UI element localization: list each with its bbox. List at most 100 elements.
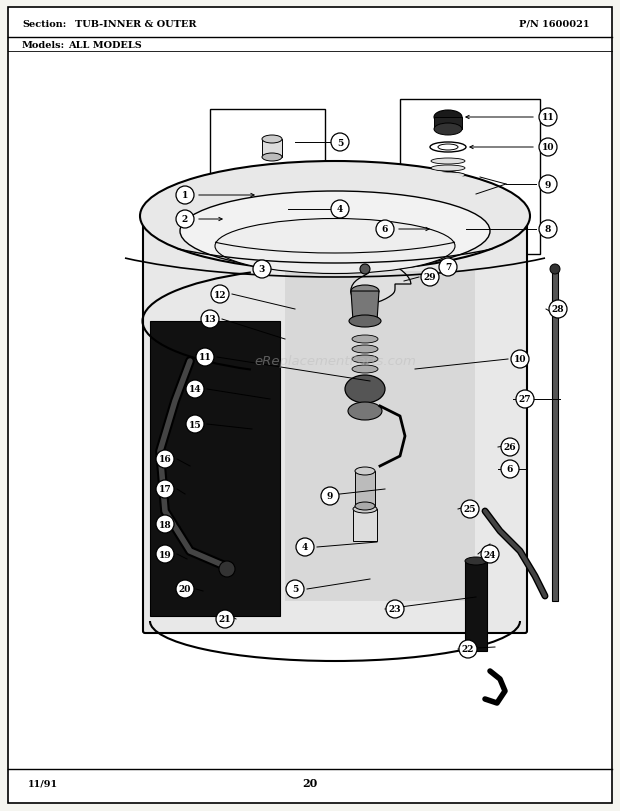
Ellipse shape xyxy=(355,502,375,510)
Text: 1: 1 xyxy=(182,191,188,200)
Bar xyxy=(552,272,558,601)
Circle shape xyxy=(539,221,557,238)
Ellipse shape xyxy=(352,336,378,344)
Ellipse shape xyxy=(431,165,465,172)
Text: 11: 11 xyxy=(198,353,211,362)
Bar xyxy=(434,225,462,234)
Text: 20: 20 xyxy=(179,585,191,594)
Circle shape xyxy=(549,301,567,319)
Text: 21: 21 xyxy=(219,615,231,624)
Circle shape xyxy=(386,600,404,618)
Circle shape xyxy=(550,264,560,275)
Text: 15: 15 xyxy=(188,420,202,429)
Text: 18: 18 xyxy=(159,520,171,529)
Ellipse shape xyxy=(348,402,382,420)
Circle shape xyxy=(156,480,174,499)
Bar xyxy=(434,191,462,208)
Text: 28: 28 xyxy=(552,305,564,314)
Circle shape xyxy=(376,221,394,238)
Text: 11: 11 xyxy=(542,114,554,122)
Circle shape xyxy=(261,212,265,217)
Bar xyxy=(465,561,487,651)
Text: 9: 9 xyxy=(327,492,333,501)
Text: 14: 14 xyxy=(188,385,202,394)
Circle shape xyxy=(501,439,519,457)
Circle shape xyxy=(211,285,229,303)
Ellipse shape xyxy=(431,187,465,193)
Text: ALL MODELS: ALL MODELS xyxy=(68,41,142,49)
Ellipse shape xyxy=(351,285,379,298)
Circle shape xyxy=(539,176,557,194)
Text: 24: 24 xyxy=(484,550,496,559)
Circle shape xyxy=(360,264,370,275)
Text: P/N 1600021: P/N 1600021 xyxy=(520,19,590,28)
Bar xyxy=(355,471,375,506)
Ellipse shape xyxy=(140,162,530,272)
Circle shape xyxy=(186,380,204,398)
Text: 13: 13 xyxy=(203,315,216,324)
Circle shape xyxy=(539,109,557,127)
Text: 8: 8 xyxy=(545,225,551,234)
Bar xyxy=(434,118,462,130)
Ellipse shape xyxy=(353,505,377,513)
Ellipse shape xyxy=(434,188,462,195)
Circle shape xyxy=(216,610,234,629)
Circle shape xyxy=(516,391,534,409)
Circle shape xyxy=(156,515,174,534)
Text: 11/91: 11/91 xyxy=(28,779,58,787)
Ellipse shape xyxy=(352,366,378,374)
Circle shape xyxy=(331,134,349,152)
FancyBboxPatch shape xyxy=(143,215,527,633)
Bar xyxy=(262,139,282,158)
Text: 29: 29 xyxy=(423,273,436,282)
Text: 5: 5 xyxy=(337,139,343,148)
Ellipse shape xyxy=(434,229,462,241)
Ellipse shape xyxy=(434,124,462,135)
Circle shape xyxy=(186,415,204,433)
Ellipse shape xyxy=(431,180,465,186)
Circle shape xyxy=(253,260,271,279)
Circle shape xyxy=(331,201,349,219)
Text: 27: 27 xyxy=(519,395,531,404)
Text: 2: 2 xyxy=(182,215,188,224)
Ellipse shape xyxy=(432,217,464,233)
Ellipse shape xyxy=(262,154,282,162)
Text: 5: 5 xyxy=(292,585,298,594)
Bar xyxy=(210,109,325,260)
Text: eReplacementParts.com: eReplacementParts.com xyxy=(254,355,416,368)
Text: 16: 16 xyxy=(159,455,171,464)
Circle shape xyxy=(296,539,314,556)
Circle shape xyxy=(321,487,339,505)
Text: 26: 26 xyxy=(503,443,516,452)
Circle shape xyxy=(176,187,194,204)
Text: 25: 25 xyxy=(464,505,476,514)
Ellipse shape xyxy=(431,159,465,165)
Text: 23: 23 xyxy=(389,605,401,614)
Text: TUB-INNER & OUTER: TUB-INNER & OUTER xyxy=(75,19,197,28)
Polygon shape xyxy=(351,265,411,305)
Text: 7: 7 xyxy=(445,264,451,272)
Text: 6: 6 xyxy=(382,225,388,234)
Circle shape xyxy=(196,349,214,367)
Ellipse shape xyxy=(349,315,381,328)
Ellipse shape xyxy=(180,191,490,272)
Ellipse shape xyxy=(215,219,455,274)
Text: 9: 9 xyxy=(545,180,551,189)
Circle shape xyxy=(277,212,281,217)
Circle shape xyxy=(459,640,477,659)
Circle shape xyxy=(286,581,304,599)
Circle shape xyxy=(481,545,499,564)
Ellipse shape xyxy=(352,345,378,354)
Text: 10: 10 xyxy=(542,144,554,152)
Ellipse shape xyxy=(262,135,282,144)
Polygon shape xyxy=(285,272,475,601)
Circle shape xyxy=(156,545,174,564)
Circle shape xyxy=(439,259,457,277)
Text: 6: 6 xyxy=(507,465,513,474)
Circle shape xyxy=(539,139,557,157)
Ellipse shape xyxy=(438,145,458,151)
Text: 4: 4 xyxy=(302,543,308,551)
Ellipse shape xyxy=(434,111,462,125)
Circle shape xyxy=(461,500,479,518)
Circle shape xyxy=(156,450,174,469)
